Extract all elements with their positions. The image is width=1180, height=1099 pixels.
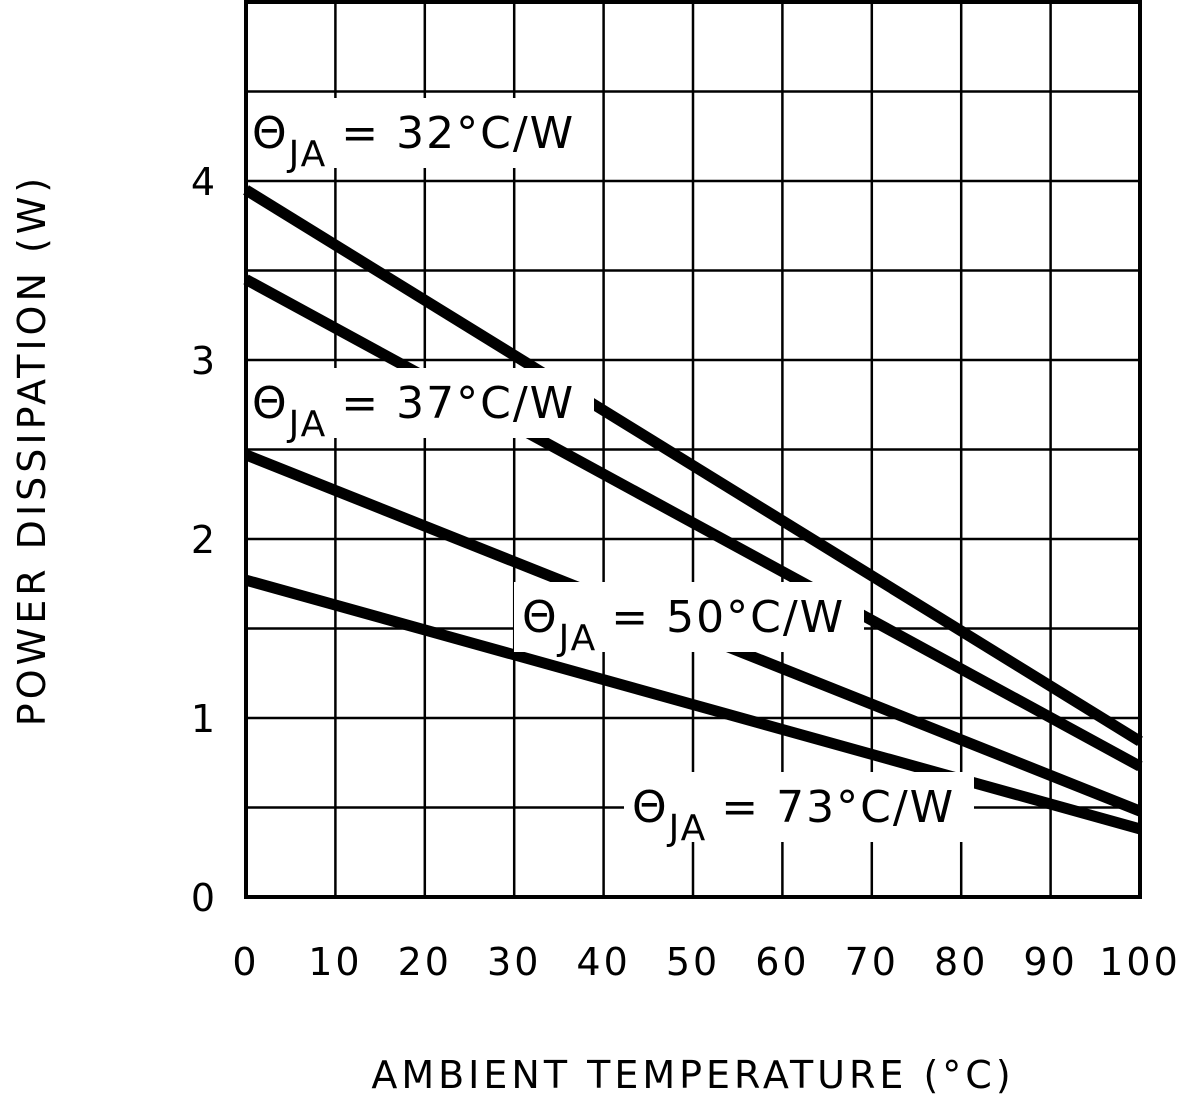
curve-label-text: ΘJA = 32°C/W <box>252 108 575 175</box>
y-axis-title: POWER DISSIPATION (W) <box>10 174 54 726</box>
label-value: = 32°C/W <box>341 108 575 159</box>
subscript-ja: JA <box>287 404 328 445</box>
theta-symbol: Θ <box>252 108 289 159</box>
x-tick-label-30: 30 <box>487 940 541 984</box>
x-tick-label-80: 80 <box>934 940 988 984</box>
curve-label-text: ΘJA = 37°C/W <box>252 378 575 445</box>
x-tick-label-60: 60 <box>755 940 809 984</box>
x-tick-label-40: 40 <box>576 940 630 984</box>
y-tick-label-0: 0 <box>191 876 218 920</box>
theta-symbol: Θ <box>522 592 559 643</box>
label-value: = 50°C/W <box>611 592 845 643</box>
label-value: = 73°C/W <box>721 782 955 833</box>
x-tick-label-100: 100 <box>1099 940 1180 984</box>
y-tick-label-4: 4 <box>191 160 218 204</box>
series-line-2 <box>243 274 1143 772</box>
curve-label-text: ΘJA = 73°C/W <box>632 782 955 849</box>
curve-label-background <box>244 368 594 438</box>
curve-label-3: ΘJA = 50°C/W <box>514 582 864 659</box>
series-line-1 <box>243 185 1143 746</box>
curve-label-background <box>624 772 974 842</box>
label-value: = 37°C/W <box>341 378 575 429</box>
x-tick-label-20: 20 <box>398 940 452 984</box>
subscript-ja: JA <box>667 808 708 849</box>
curve-label-1: ΘJA = 32°C/W <box>244 98 594 175</box>
curve-label-background <box>244 98 594 168</box>
x-tick-label-10: 10 <box>308 940 362 984</box>
y-axis-ticks: 0 1 2 3 4 <box>191 160 218 920</box>
y-tick-label-1: 1 <box>191 697 218 741</box>
curve-label-2: ΘJA = 37°C/W <box>244 368 594 445</box>
subscript-ja: JA <box>557 618 598 659</box>
theta-symbol: Θ <box>252 378 289 429</box>
grid <box>246 2 1140 897</box>
y-tick-label-3: 3 <box>191 339 218 383</box>
curve-label-4: ΘJA = 73°C/W <box>624 772 974 849</box>
x-axis-title: AMBIENT TEMPERATURE (°C) <box>371 1053 1014 1097</box>
y-tick-label-2: 2 <box>191 518 218 562</box>
x-axis-ticks: 0 10 20 30 40 50 60 70 80 90 100 <box>232 940 1180 984</box>
curve-label-background <box>514 582 864 652</box>
plot-frame <box>244 0 1142 899</box>
theta-symbol: Θ <box>632 782 669 833</box>
curve-label-text: ΘJA = 50°C/W <box>522 592 845 659</box>
subscript-ja: JA <box>287 134 328 175</box>
x-tick-label-50: 50 <box>666 940 720 984</box>
x-tick-label-90: 90 <box>1023 940 1077 984</box>
x-tick-label-70: 70 <box>845 940 899 984</box>
series-line-4 <box>244 574 1142 835</box>
x-tick-label-0: 0 <box>232 940 259 984</box>
